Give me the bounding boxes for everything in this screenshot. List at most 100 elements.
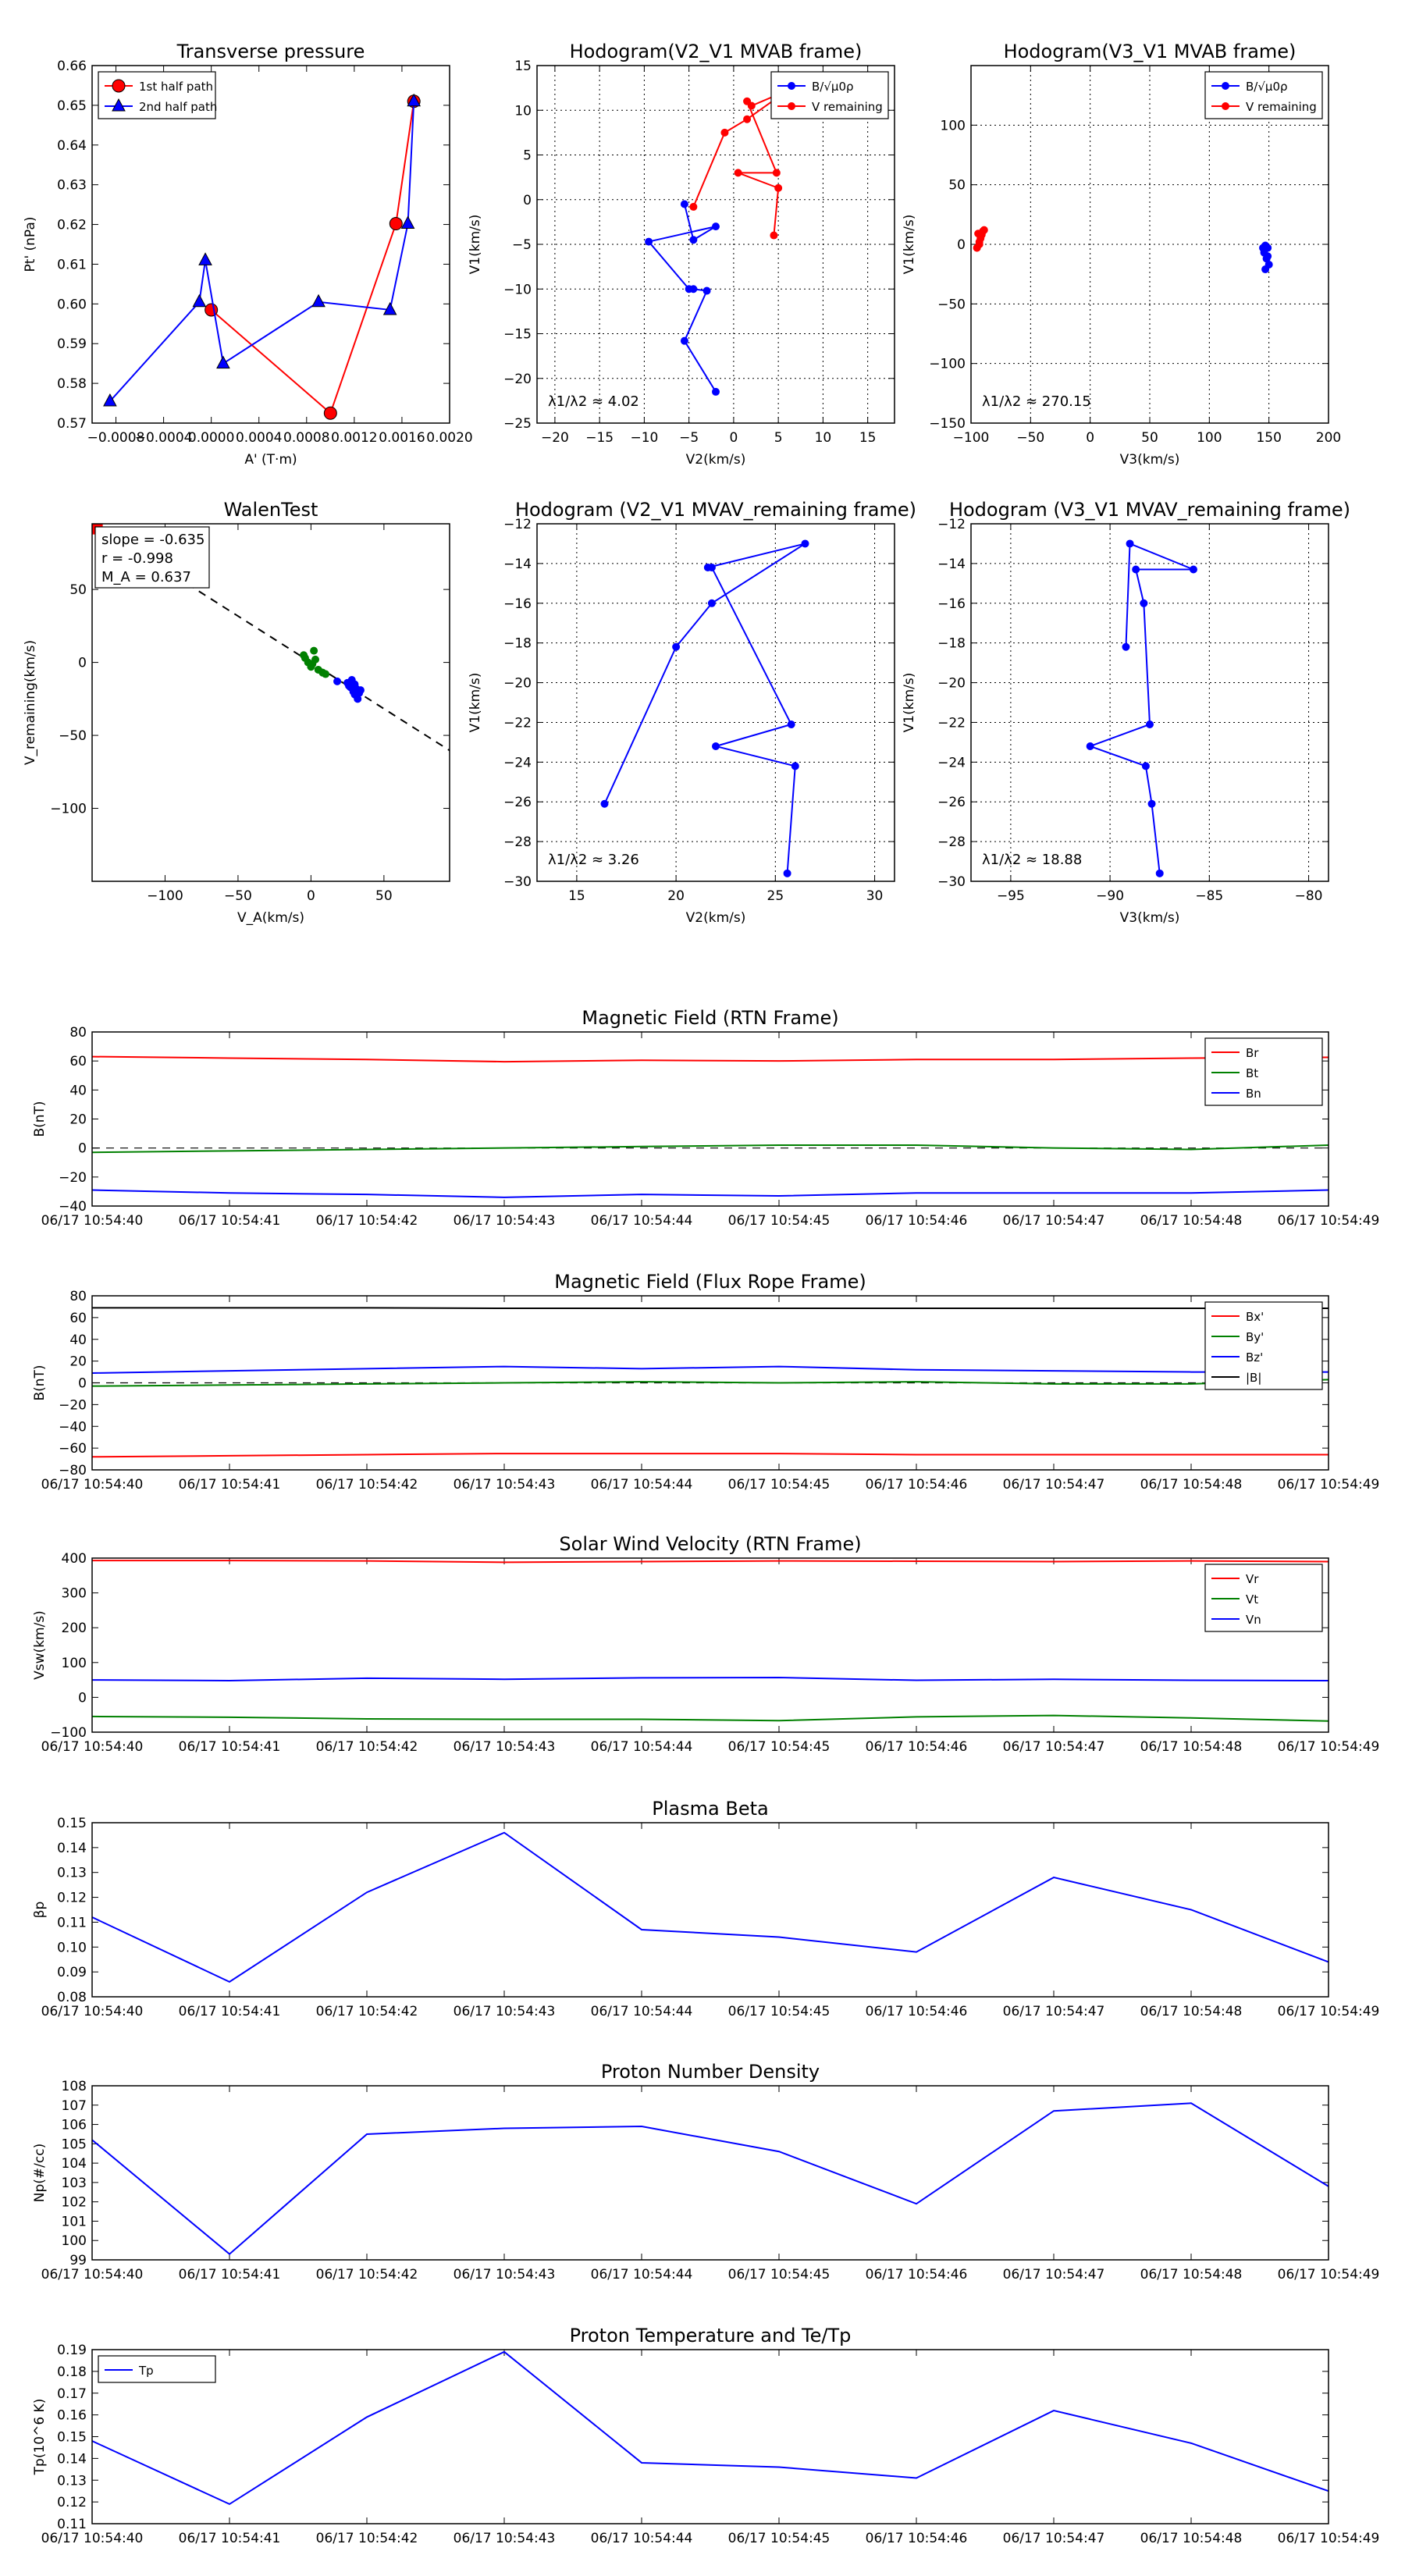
y-tick-label: 0.11: [57, 1915, 87, 1930]
data-point: [1222, 102, 1229, 110]
x-tick-label: 0.0008: [283, 430, 329, 446]
y-tick-label: −15: [503, 327, 532, 343]
chart-title: Proton Number Density: [601, 2061, 820, 2083]
legend: B/√μ0ρ V remaining: [1204, 71, 1323, 119]
axes-frame: [91, 523, 450, 882]
y-tick-label: −20: [503, 676, 532, 692]
y-tick-label: 102: [62, 2195, 87, 2211]
plot-area: [92, 1560, 1329, 1722]
y-axis-label: V1(km/s): [468, 673, 483, 733]
axes-frame: [91, 65, 450, 424]
x-axis-label: V2(km/s): [686, 452, 746, 468]
y-tick-label: 80: [69, 1025, 87, 1041]
x-tick-label: 0: [307, 888, 315, 904]
x-tick-label: 06/17 10:54:41: [179, 1213, 281, 1229]
legend-label: Vt: [1246, 1592, 1258, 1606]
y-tick-label: 0.60: [57, 297, 87, 312]
x-tick-label: 06/17 10:54:45: [728, 2267, 831, 2282]
data-point: [1146, 720, 1154, 728]
x-tick-label: 50: [1141, 430, 1158, 446]
chart-walen: WalenTest −100 −50 0 50 −100 −50 0 50 V_A(km/s) V_…: [23, 499, 450, 926]
data-point: [308, 660, 317, 668]
data-point: [980, 226, 988, 234]
x-tick-label: 06/17 10:54:44: [591, 2267, 693, 2282]
data-point: [702, 286, 711, 295]
chart-np: Proton Number Density 99 100 101 102 103 104 10…: [32, 2061, 1379, 2282]
x-tick-label: 06/17 10:54:40: [41, 1213, 144, 1229]
chart-vsw: Solar Wind Velocity (RTN Frame) −100 0 100 2…: [32, 1533, 1379, 1755]
y-axis-label: Np(#/cc): [32, 2144, 48, 2202]
y-tick-label: 0.13: [57, 2473, 87, 2489]
y-tick-label: −22: [503, 715, 532, 731]
chart-title: Magnetic Field (Flux Rope Frame): [554, 1271, 866, 1293]
x-axis-label: A' (T·m): [244, 452, 297, 468]
y-tick-label: −28: [503, 834, 532, 850]
x-tick-label: 06/17 10:54:47: [1003, 2004, 1105, 2019]
axes-frame: [91, 1557, 1329, 1733]
data-point: [1126, 539, 1134, 548]
x-tick-label: 50: [375, 888, 393, 904]
y-tick-label: 0.14: [57, 2451, 87, 2467]
x-tick-label: 06/17 10:54:45: [728, 1477, 831, 1493]
ratio-annotation: λ1/λ2 ≈ 3.26: [548, 852, 639, 868]
y-tick-label: 0.62: [57, 218, 87, 233]
x-tick-label: 06/17 10:54:49: [1278, 1739, 1380, 1755]
x-tick-label: 10: [815, 430, 832, 446]
y-tick-label: −16: [503, 596, 532, 612]
data-point: [382, 301, 397, 315]
series-line-B/√μ0ρ: [647, 204, 717, 393]
data-point: [712, 222, 720, 231]
y-tick-label: −26: [503, 795, 532, 810]
y-tick-label: 0.16: [57, 2408, 87, 2424]
y-tick-label: 0: [78, 1141, 87, 1157]
x-tick-label: 06/17 10:54:48: [1140, 2004, 1243, 2019]
data-point: [1132, 565, 1140, 574]
x-tick-label: 0: [729, 430, 738, 446]
y-tick-label: −24: [503, 755, 532, 770]
legend-label: Bx': [1246, 1310, 1264, 1324]
y-tick-label: 0.11: [57, 2517, 87, 2532]
chart-title: Transverse pressure: [176, 41, 365, 62]
axes-frame: [91, 2085, 1329, 2261]
walen-stats-box: slope = -0.635 r = -0.998 M_A = 0.637: [94, 526, 210, 589]
stats-box-frame: [94, 526, 210, 589]
x-tick-label: 15: [859, 430, 877, 446]
y-tick-label: −40: [59, 1419, 87, 1435]
x-tick-label: 06/17 10:54:42: [316, 2004, 418, 2019]
y-tick-label: −12: [937, 517, 966, 532]
x-tick-label: 0.0012: [331, 430, 377, 446]
x-tick-label: 06/17 10:54:40: [41, 1477, 144, 1493]
x-tick-label: −15: [585, 430, 614, 446]
axes-frame: [91, 1295, 1329, 1471]
y-tick-label: 0.17: [57, 2386, 87, 2402]
chart-title: Hodogram (V3_V1 MVAV_remaining frame): [949, 499, 1350, 521]
x-tick-label: 06/17 10:54:46: [866, 2531, 968, 2546]
plot-area: [645, 87, 791, 396]
data-point: [301, 653, 309, 662]
x-tick-label: 06/17 10:54:41: [179, 2531, 281, 2546]
y-tick-label: 0: [523, 193, 532, 208]
x-tick-label: 06/17 10:54:42: [316, 1213, 418, 1229]
y-tick-label: 0.15: [57, 2430, 87, 2446]
legend-label: Bt: [1246, 1066, 1258, 1080]
y-tick-label: 100: [941, 118, 966, 133]
y-tick-label: 15: [514, 59, 532, 74]
stats-line: r = -0.998: [101, 550, 173, 567]
x-tick-label: 06/17 10:54:41: [179, 2004, 281, 2019]
x-tick-label: 06/17 10:54:43: [454, 1739, 556, 1755]
y-tick-label: 0.64: [57, 138, 87, 154]
y-tick-label: −10: [503, 282, 532, 297]
y-tick-label: 0.10: [57, 1940, 87, 1955]
y-tick-label: 0.19: [57, 2343, 87, 2358]
data-point: [310, 646, 318, 655]
chart-title: WalenTest: [224, 499, 318, 521]
chart-title: Hodogram(V2_V1 MVAB frame): [570, 41, 863, 62]
x-tick-label: 25: [767, 888, 784, 904]
data-point: [1261, 265, 1270, 274]
data-point: [1155, 869, 1164, 877]
y-tick-label: 200: [62, 1621, 87, 1636]
y-axis-label: βp: [32, 1902, 48, 1919]
data-point: [333, 677, 342, 685]
legend-label: B/√μ0ρ: [1246, 80, 1288, 94]
data-point: [743, 97, 752, 105]
